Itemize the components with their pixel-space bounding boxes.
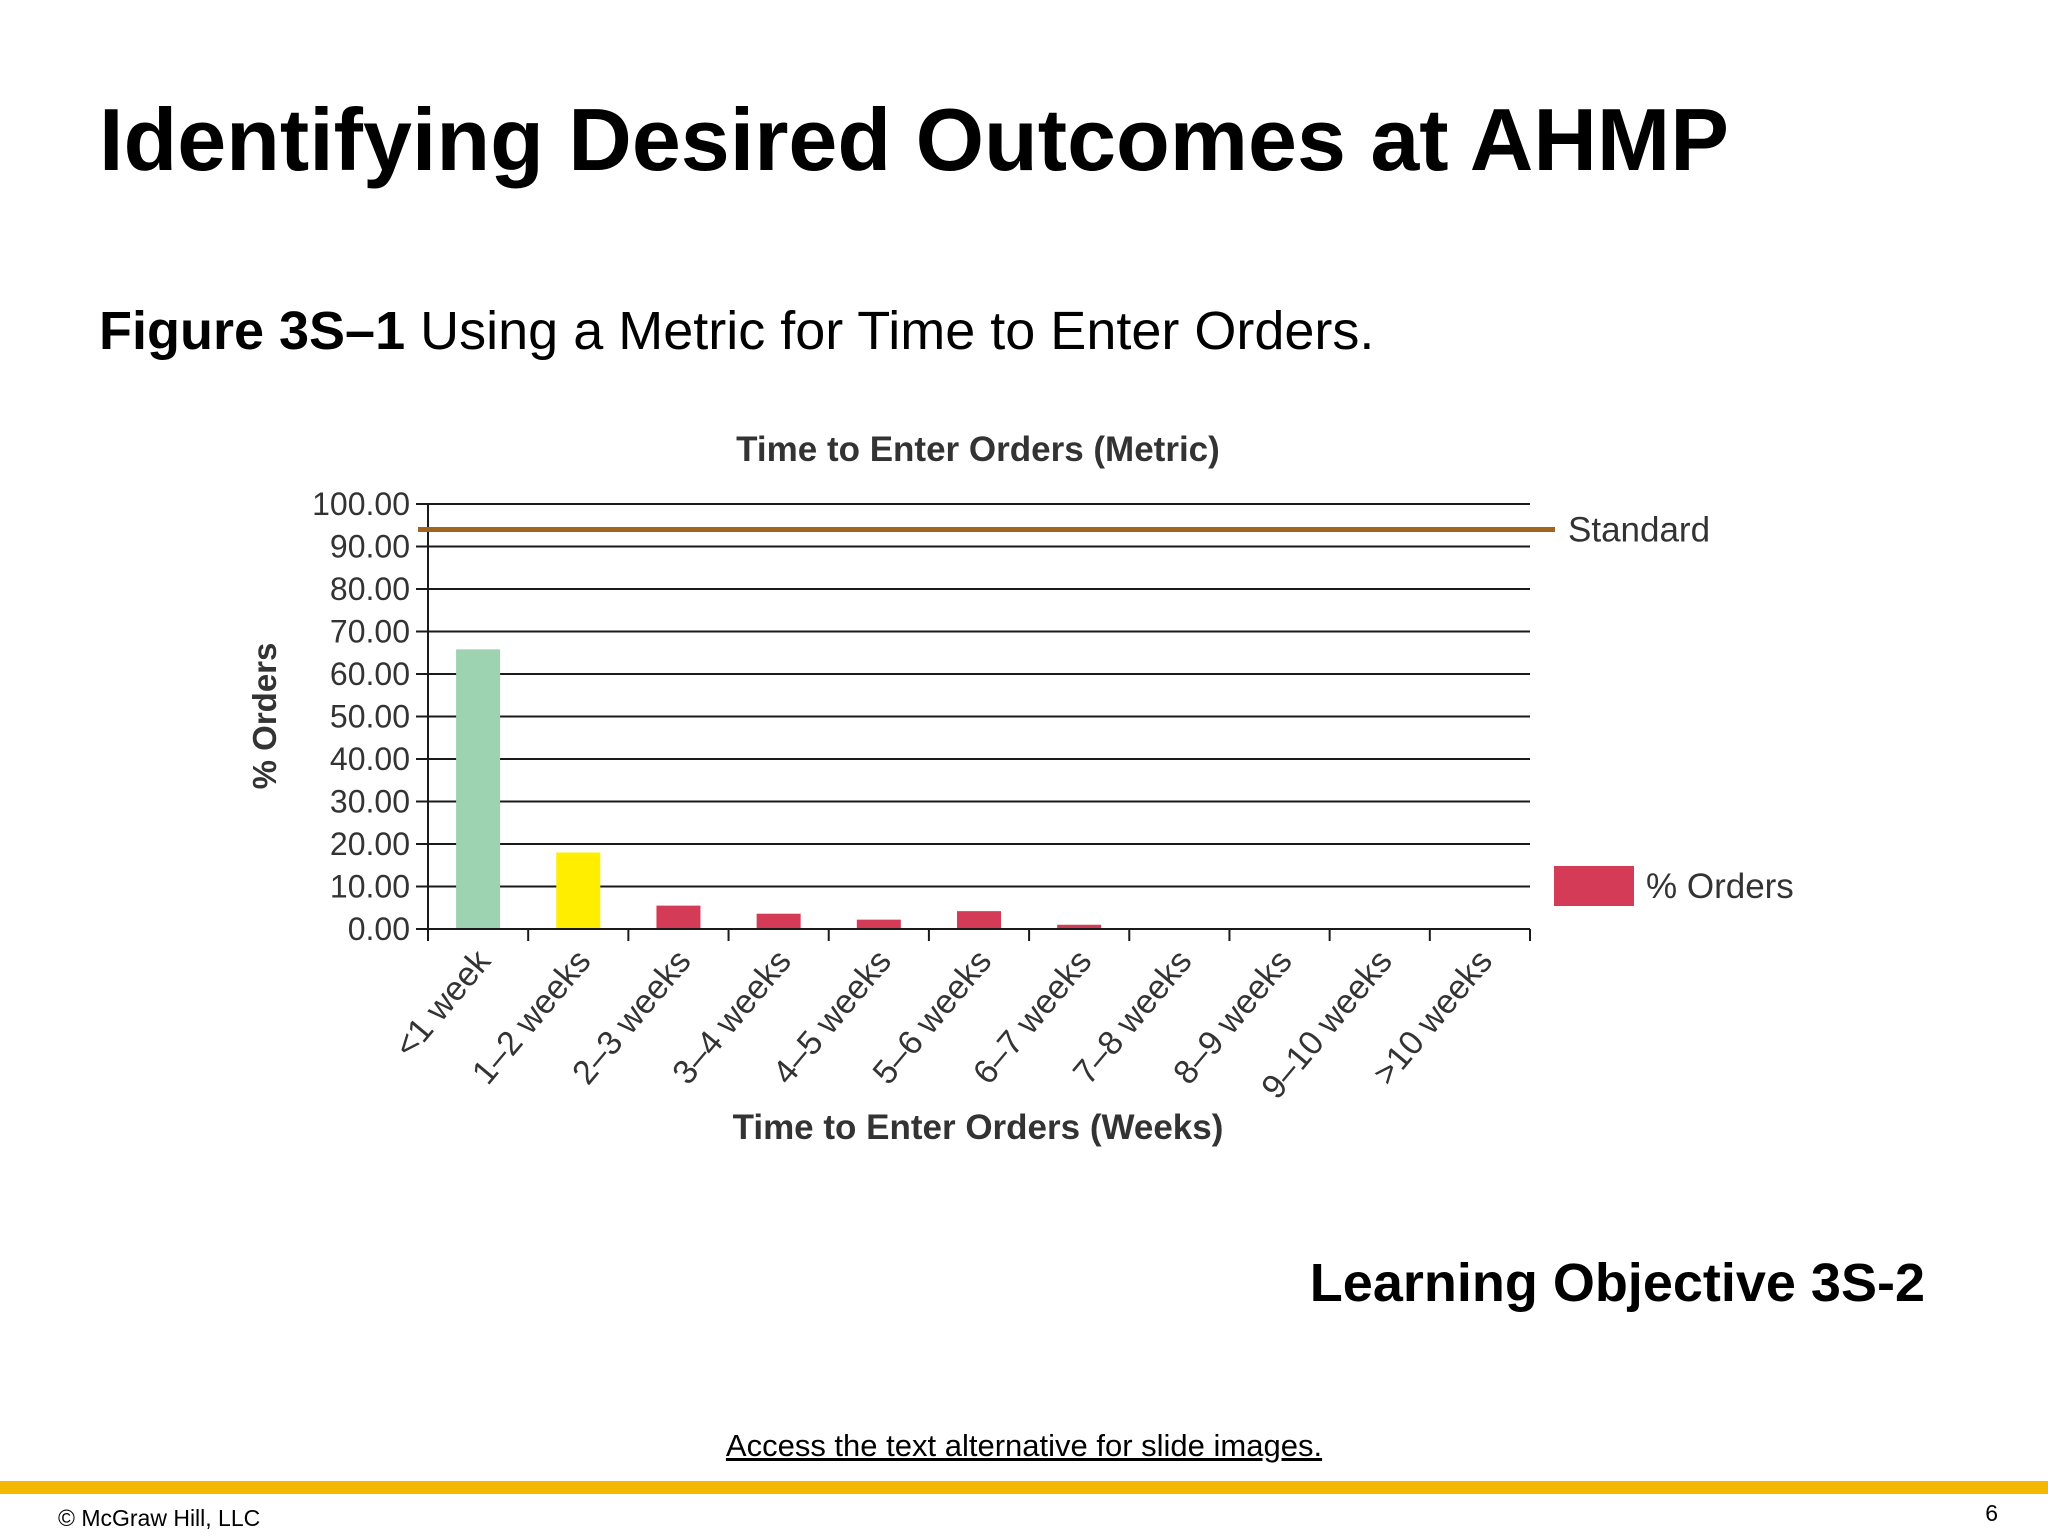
chart-title: Time to Enter Orders (Metric)	[736, 430, 1220, 469]
figure-caption: Figure 3S–1 Using a Metric for Time to E…	[99, 301, 1375, 361]
slide-title: Identifying Desired Outcomes at AHMP	[99, 90, 1729, 189]
chart-axes	[427, 504, 1531, 941]
chart-y-axis-label: % Orders	[246, 643, 283, 790]
page-number: 6	[1985, 1500, 1998, 1526]
learning-objective: Learning Objective 3S-2	[1309, 1253, 1925, 1313]
y-tick-label: 100.00	[312, 486, 410, 522]
bar-5	[957, 911, 1001, 929]
chart-x-axis-label: Time to Enter Orders (Weeks)	[733, 1108, 1224, 1147]
bar-2	[656, 905, 701, 929]
legend-label: % Orders	[1646, 867, 1794, 906]
y-tick-label: 30.00	[330, 784, 410, 820]
figure-number: Figure 3S–1	[99, 301, 406, 361]
footer-accent-bar	[0, 1481, 2048, 1494]
text-alternative-link[interactable]: Access the text alternative for slide im…	[725, 1428, 1323, 1463]
y-tick-label: 10.00	[330, 869, 410, 905]
standard-line-label: Standard	[1568, 511, 1710, 550]
y-tick-label: 70.00	[330, 614, 410, 650]
copyright-notice: © McGraw Hill, LLC	[58, 1505, 261, 1531]
y-tick-label: 50.00	[330, 699, 410, 735]
legend-swatch	[1554, 866, 1634, 906]
standard-line-group: Standard	[418, 511, 1710, 550]
chart-y-tick-labels: 0.00 10.00 20.00 30.00 40.00 50.00 60.00 70.00 8…	[312, 486, 410, 947]
chart-legend: % Orders	[1554, 866, 1794, 906]
bar-3	[756, 913, 801, 929]
chart-bars	[456, 649, 1102, 929]
figure-caption-text: Using a Metric for Time to Enter Orders.	[405, 301, 1375, 361]
y-tick-label: 40.00	[330, 741, 410, 777]
y-tick-label: 60.00	[330, 656, 410, 692]
y-tick-label: 90.00	[330, 529, 410, 565]
bar-4	[856, 919, 901, 929]
y-tick-label: 0.00	[348, 911, 410, 947]
y-tick-label: 20.00	[330, 826, 410, 862]
bar-0	[456, 649, 501, 929]
y-tick-label: 80.00	[330, 571, 410, 607]
bar-6	[1057, 924, 1102, 929]
bar-1	[556, 852, 601, 929]
